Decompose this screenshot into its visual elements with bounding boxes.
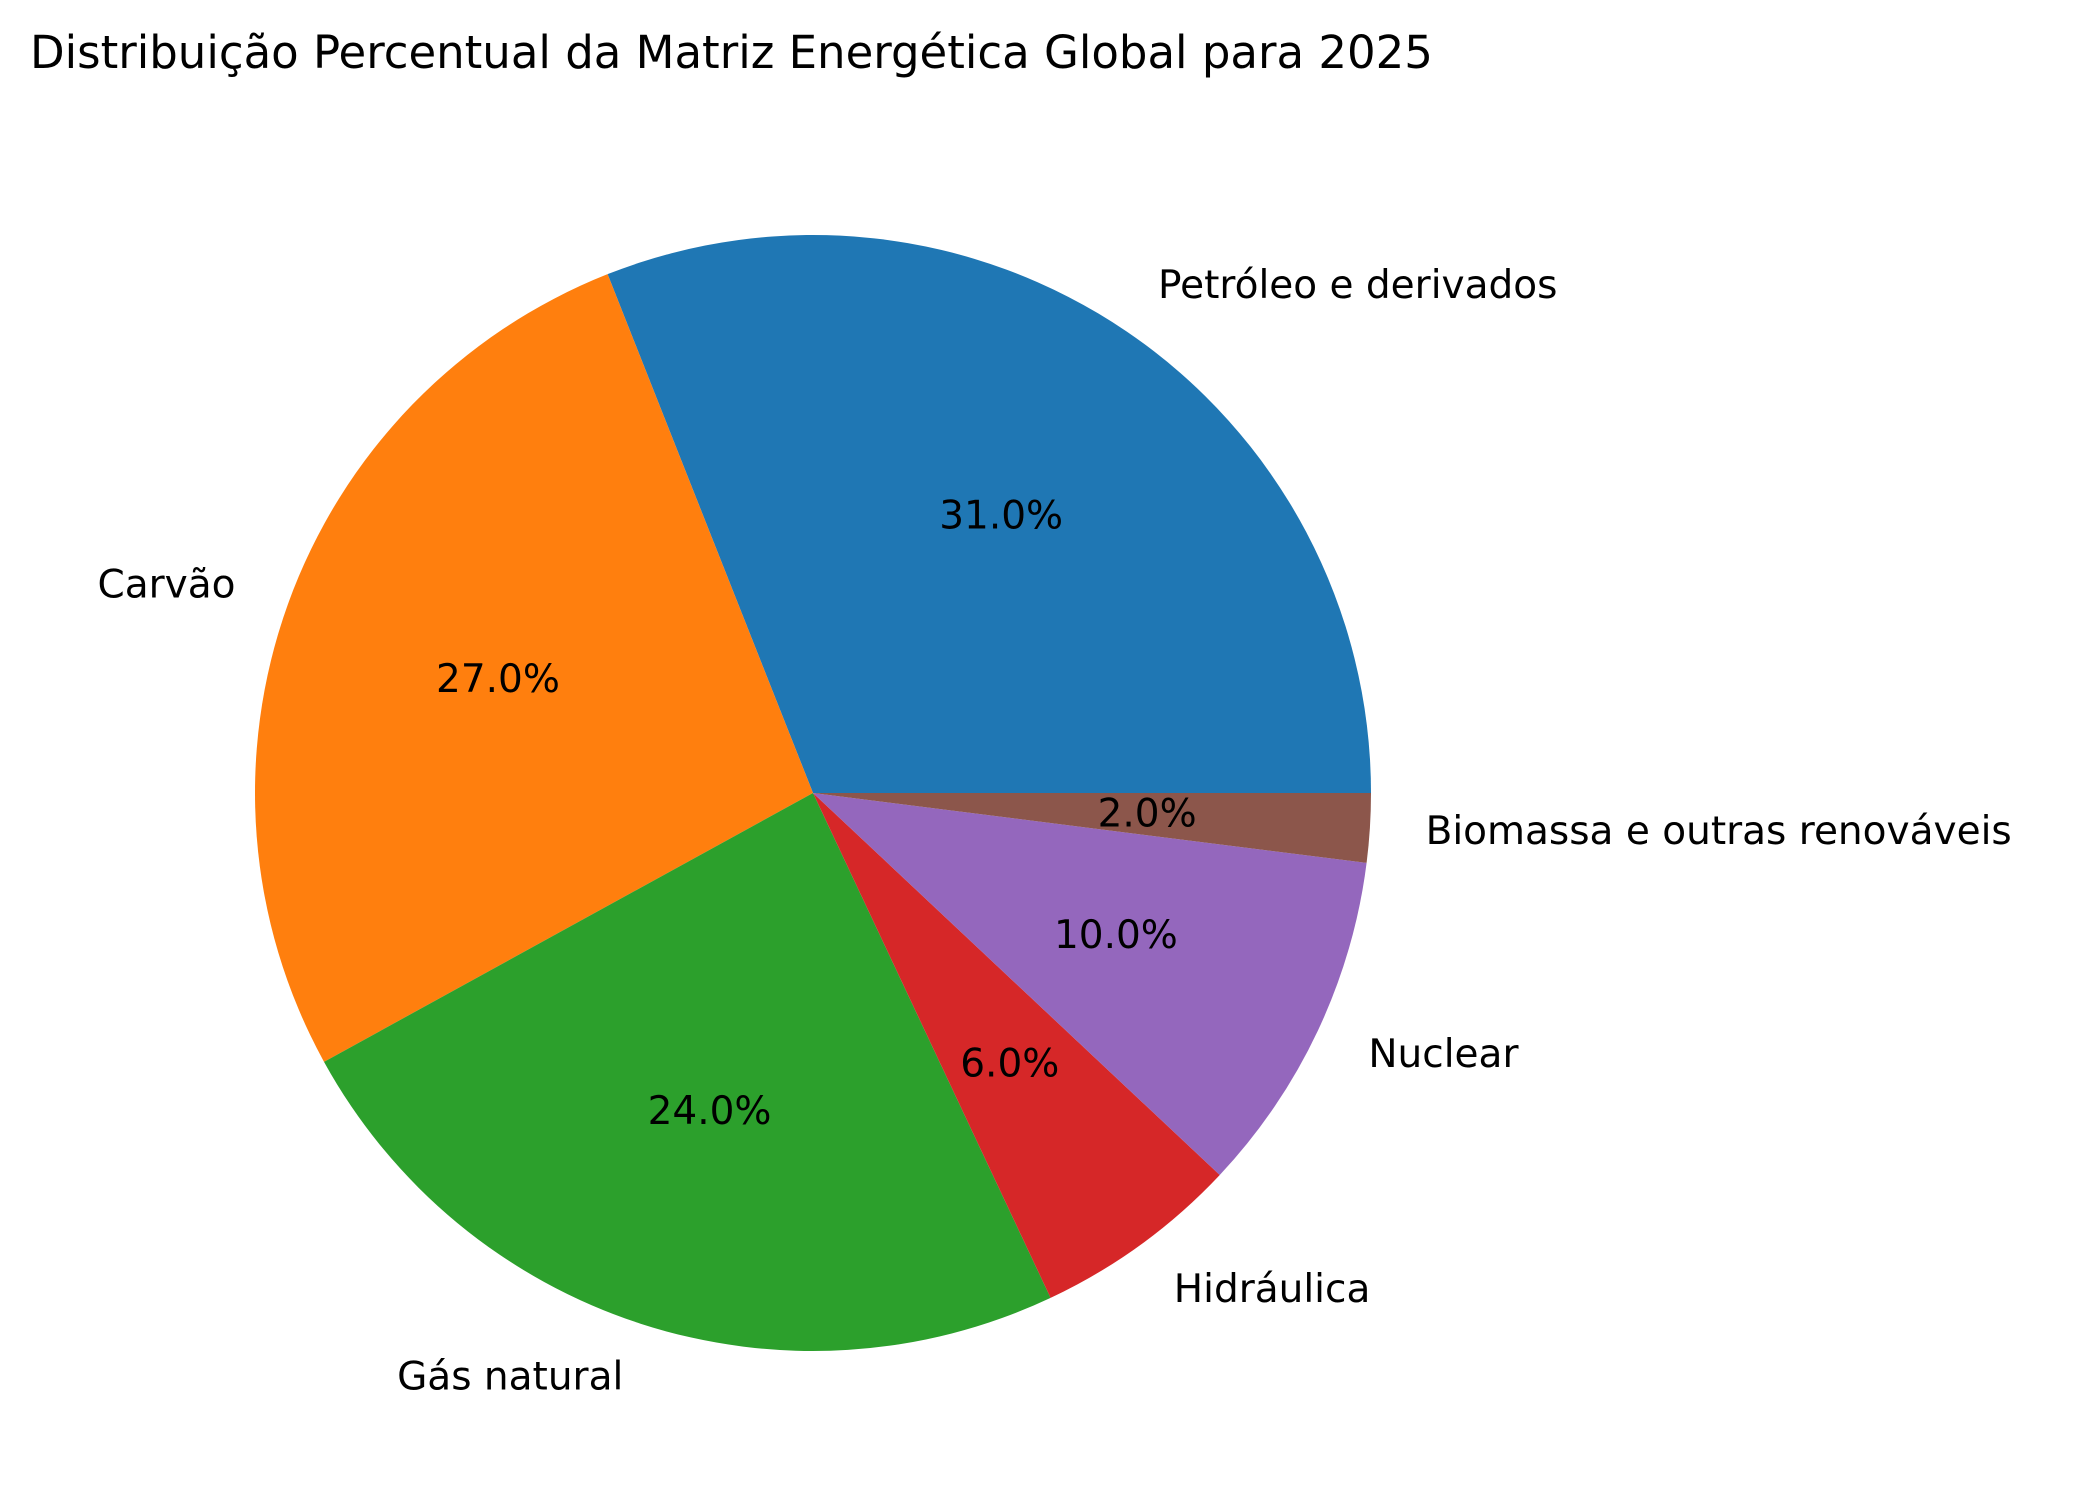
slice-pct-gas-natural: 24.0% — [648, 1089, 772, 1134]
pie-slice-gas-natural — [324, 793, 1051, 1352]
slice-pct-hidraulica: 6.0% — [960, 1041, 1059, 1086]
pie-slice-petroleo-e-derivados — [607, 235, 1371, 794]
pie-slice-nuclear — [813, 793, 1367, 1175]
slice-pct-petroleo-e-derivados: 31.0% — [939, 494, 1063, 539]
slice-label-carvao: Carvão — [97, 563, 235, 608]
pie-slices — [254, 235, 1371, 1352]
slice-label-hidraulica: Hidráulica — [1174, 1267, 1371, 1312]
pie-slice-hidraulica — [813, 793, 1220, 1298]
pie-slice-carvao — [254, 274, 814, 1062]
slice-label-nuclear: Nuclear — [1368, 1032, 1519, 1077]
slice-label-biomassa-e-outras-renovaveis: Biomassa e outras renováveis — [1426, 809, 2012, 854]
slice-label-gas-natural: Gás natural — [397, 1354, 623, 1399]
slice-pct-biomassa-e-outras-renovaveis: 2.0% — [1098, 792, 1197, 837]
slice-pct-nuclear: 10.0% — [1054, 913, 1178, 958]
chart-title: Distribuição Percentual da Matriz Energé… — [30, 26, 1433, 79]
pie-slice-biomassa-e-outras-renovaveis — [813, 793, 1371, 863]
slice-label-petroleo-e-derivados: Petróleo e derivados — [1158, 263, 1557, 308]
slice-pct-carvao: 27.0% — [436, 657, 560, 702]
pie-labels: Petróleo e derivados 31.0% Carvão 27.0% Gás … — [97, 263, 2011, 1399]
